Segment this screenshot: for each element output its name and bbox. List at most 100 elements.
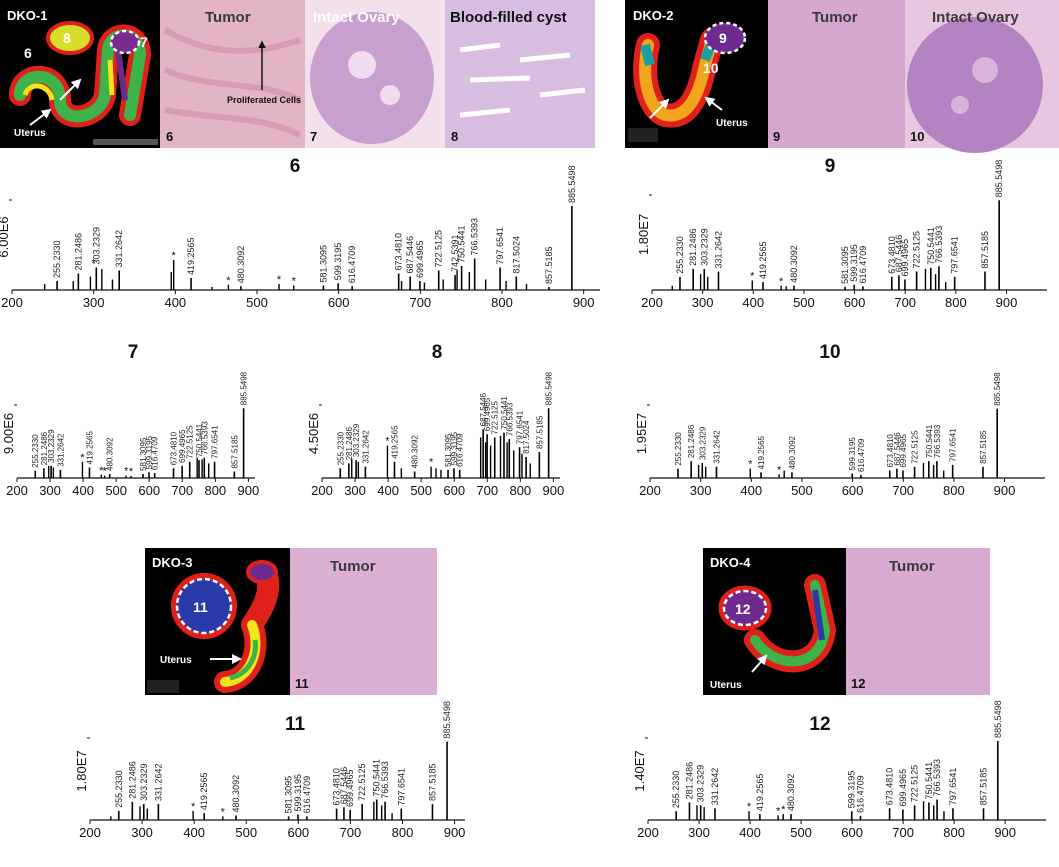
peak-marker: * <box>429 457 434 469</box>
peak-label: 616.4709 <box>456 433 465 467</box>
x-tick-label: 700 <box>340 825 362 840</box>
peak-label: 699.4965 <box>415 240 425 278</box>
panel-number: 7 <box>310 129 317 144</box>
panel-title: Intact Ovary <box>313 9 400 26</box>
panel-8: Blood-filled cyst 8 <box>445 0 595 148</box>
y-tick-label: 4.50E6 <box>306 413 321 454</box>
x-tick-label: 300 <box>692 295 714 310</box>
peak-label: 857.5185 <box>230 435 239 469</box>
peak-label: 722.5125 <box>910 765 920 803</box>
peak-label: 255.2330 <box>671 771 681 809</box>
peak-label: 857.5185 <box>980 231 990 269</box>
spectrum-chart: 12 200 300 400 500 600 700 800 900 1.40E7 255.2330… <box>632 700 1046 840</box>
peak-label: 599.3195 <box>333 243 343 281</box>
peak-label: 419.2565 <box>758 242 768 280</box>
x-tick-label: 300 <box>688 825 710 840</box>
peak-label: 419.2565 <box>757 435 766 469</box>
x-tick-label: 200 <box>1 295 23 310</box>
x-tick-label: 400 <box>183 825 205 840</box>
peak-label: 857.5185 <box>979 768 989 806</box>
peak-label: 766.5393 <box>470 218 480 256</box>
peak-label: 331.2642 <box>713 231 723 269</box>
peak-label: 303.2329 <box>47 429 56 463</box>
arrow <box>649 98 670 119</box>
peak-label: 419.2565 <box>199 773 209 811</box>
peak-label: 281.2486 <box>684 762 694 800</box>
y-tick-label: 1.95E7 <box>634 413 649 454</box>
peak-label: 687.5446 <box>339 767 349 805</box>
x-tick-label: 600 <box>841 825 863 840</box>
x-tick-label: 400 <box>72 483 94 498</box>
arrow <box>751 654 768 673</box>
panel-title: Tumor <box>889 558 935 575</box>
peak-label: 419.2565 <box>755 774 765 812</box>
peak-label: 599.3195 <box>450 431 459 465</box>
peak-label: 331.2642 <box>153 764 163 802</box>
peak-label: 673.4810 <box>885 768 895 806</box>
x-tick-label: 500 <box>791 483 813 498</box>
x-tick-label: 900 <box>573 295 595 310</box>
dko1-map: DKO-1 6 8 7 Uterus <box>0 0 160 148</box>
peak-label: 281.2486 <box>40 431 49 465</box>
peak-marker: * <box>92 258 97 270</box>
peak-label: 817.5024 <box>522 420 531 454</box>
peak-label: 885.5498 <box>993 700 1003 738</box>
peak-marker: * <box>221 806 226 818</box>
x-tick-label: 800 <box>491 295 513 310</box>
peak-label: 885.5498 <box>240 371 249 405</box>
tissue-region <box>812 589 825 641</box>
peak-label: 766.5393 <box>200 421 209 455</box>
histology-image <box>846 548 990 695</box>
peak-label: 885.5498 <box>567 165 577 203</box>
x-tick-label: 200 <box>79 825 101 840</box>
peak-label: 255.2330 <box>52 240 62 278</box>
peak-label: 255.2330 <box>114 770 124 808</box>
x-tick-label: 600 <box>844 295 866 310</box>
peak-marker: * <box>750 271 755 283</box>
peak-label: 857.5185 <box>544 246 554 284</box>
x-tick-label: 500 <box>105 483 127 498</box>
uterus-label: Uterus <box>716 118 748 129</box>
peak-label: 742.5391 <box>450 234 460 272</box>
x-tick-label: 900 <box>543 483 565 498</box>
follicle <box>348 51 376 79</box>
peak-marker: * <box>99 465 104 477</box>
peak-label: 699.4965 <box>483 397 492 431</box>
panel-number: 8 <box>451 129 458 144</box>
x-tick-label: 300 <box>690 483 712 498</box>
x-tick-label: 400 <box>739 825 761 840</box>
peak-label: 599.3195 <box>847 771 857 809</box>
peak-label: 687.5446 <box>893 432 902 466</box>
peak-label: 419.2565 <box>186 237 196 275</box>
peak-label: 599.3195 <box>849 244 859 282</box>
tissue-region <box>718 585 772 631</box>
tissue-region <box>639 34 718 122</box>
histology-image <box>768 0 905 148</box>
x-tick-label: 300 <box>344 483 366 498</box>
peak-label: 599.3195 <box>145 435 154 469</box>
peak-label: 303.2329 <box>352 423 361 457</box>
peak-label: 616.4709 <box>857 438 866 472</box>
panel-title: Tumor <box>330 558 376 575</box>
region-number: 12 <box>735 601 751 617</box>
peak-label: 766.5393 <box>932 759 942 797</box>
peak-label: 480.3092 <box>231 775 241 813</box>
peak-label: 581.3095 <box>139 437 148 471</box>
peak-marker: * <box>777 464 782 476</box>
peak-label: 480.3092 <box>789 245 799 283</box>
peak-label: 885.5498 <box>442 701 452 739</box>
peak-label: 616.4709 <box>151 436 160 470</box>
region-number: 7 <box>140 34 148 50</box>
peak-marker: * <box>776 805 781 817</box>
region-outline <box>722 589 768 627</box>
x-tick-label: 700 <box>171 483 193 498</box>
x-tick-label: 900 <box>444 825 466 840</box>
x-tick-label: 900 <box>996 295 1018 310</box>
peak-label: 331.2642 <box>56 433 65 467</box>
panel-number: 10 <box>910 129 924 144</box>
x-tick-label: 800 <box>943 825 965 840</box>
panel-title: Blood-filled cyst <box>450 9 567 26</box>
panel-title: Tumor <box>205 9 251 26</box>
x-tick-label: 600 <box>138 483 160 498</box>
